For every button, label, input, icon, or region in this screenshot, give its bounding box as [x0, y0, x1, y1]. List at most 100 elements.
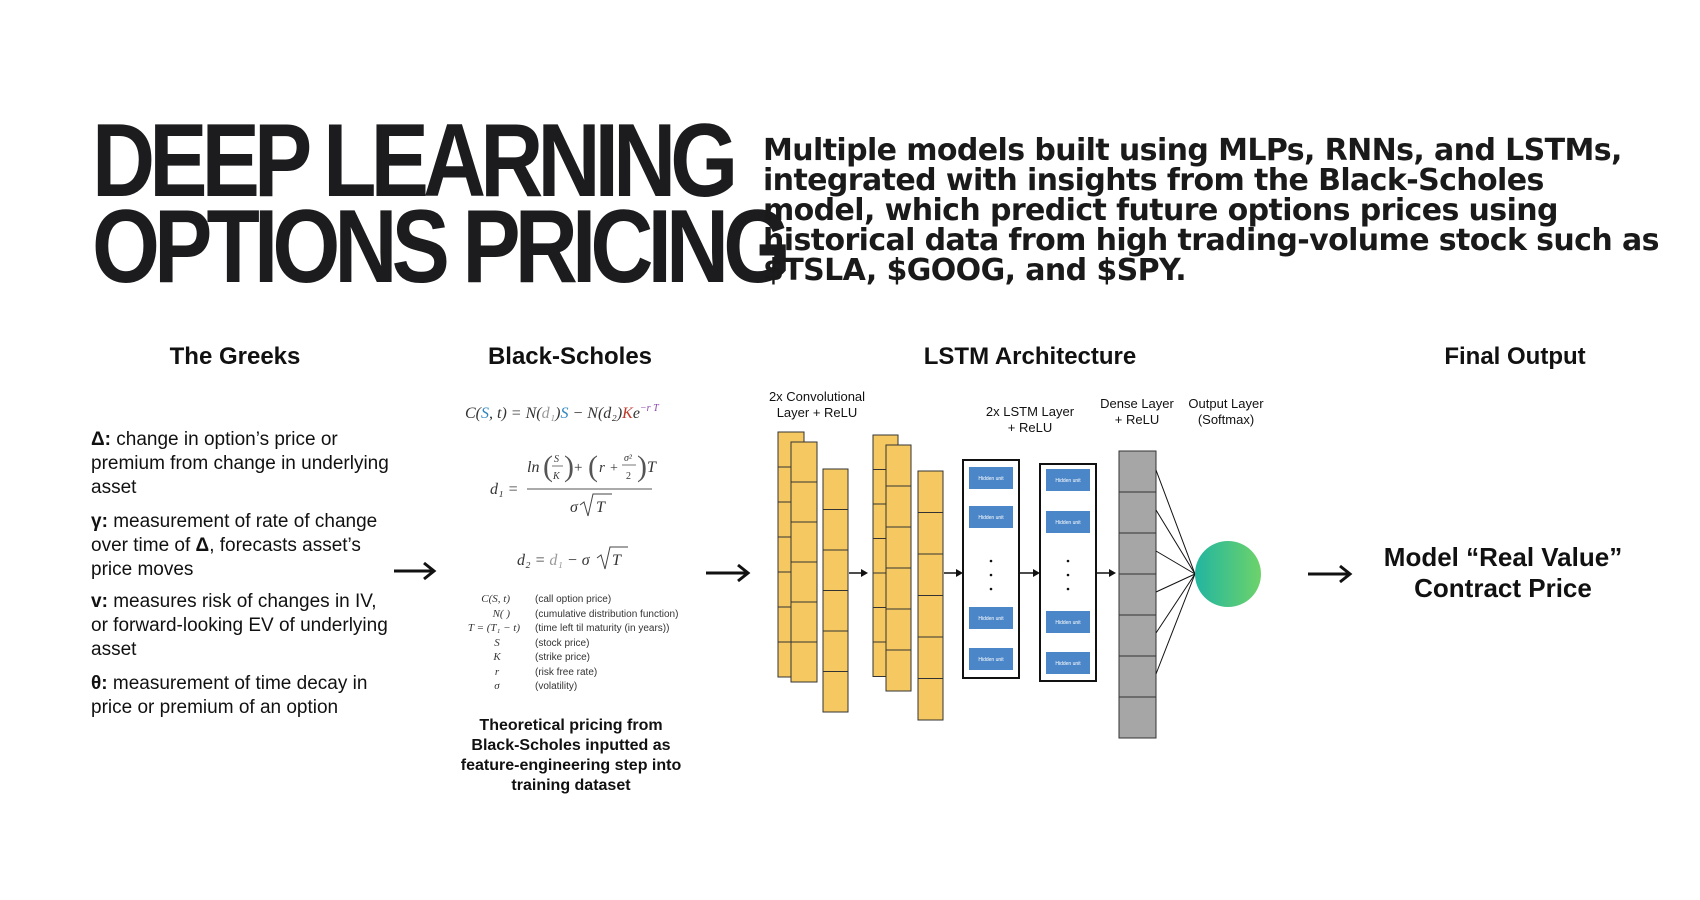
greek-gamma-inline-symbol: Δ [195, 535, 210, 556]
conv-feature-map-cell [917, 595, 944, 638]
conv-feature-map-cell [822, 468, 849, 510]
legend-desc: (cumulative distribution function) [535, 609, 678, 620]
black-scholes-formula: C(S, t) = N(d₁)S − N(d₂)Ke−r T d₁ = ln (… [465, 403, 660, 570]
hidden-unit-label: Hidden unit [978, 616, 1004, 622]
conv-feature-map-cell [917, 636, 944, 679]
svg-text:T: T [647, 459, 657, 476]
conv-feature-map-cell [822, 590, 849, 632]
svg-text:σ²: σ² [624, 453, 633, 464]
greek-vega-symbol: v: [91, 591, 108, 612]
ellipsis-dot [1066, 559, 1070, 563]
flow-arrow-head [861, 569, 868, 577]
legend-symbol: K [492, 651, 501, 663]
conv-feature-map-cell [917, 470, 944, 513]
svg-text:S: S [554, 454, 559, 465]
conv-feature-map-cell [885, 608, 912, 651]
svg-text:r: r [599, 460, 605, 476]
flow-arrow-head [1109, 569, 1116, 577]
svg-text:C(S, t) = N(d₁)S − N(d₂)Ke−r T: C(S, t) = N(d₁)S − N(d₂)Ke−r T [465, 403, 660, 422]
greek-delta: Δ: change in option’s price or premium f… [91, 428, 391, 500]
svg-text:d₂ = d₁ − σ: d₂ = d₁ − σ [517, 552, 591, 569]
conv-feature-map-cell [885, 485, 912, 528]
dense-connection [1155, 550, 1196, 575]
section-title-final-output: Final Output [1444, 343, 1586, 370]
conv-feature-map-cell [885, 567, 912, 610]
dense-connection [1155, 509, 1196, 575]
hidden-unit-label: Hidden unit [1055, 620, 1081, 626]
dense-neuron-cell [1118, 532, 1157, 575]
dense-connection [1155, 573, 1196, 634]
project-description: Multiple models built using MLPs, RNNs, … [763, 133, 1659, 288]
lstm-layer-labels: 2x Convolutional Layer + ReLU 2x LSTM Lay… [769, 389, 1264, 435]
greek-gamma-text-after: , forecasts asset’s price moves [91, 535, 361, 580]
lstm-layer-label: 2x LSTM Layer + ReLU [986, 404, 1075, 435]
hidden-unit-label: Hidden unit [1055, 520, 1081, 526]
hidden-unit-label: Hidden unit [1055, 661, 1081, 667]
greek-gamma-text: measurement of rate of change over time … [91, 511, 378, 556]
hidden-unit [969, 648, 1013, 670]
dense-neuron-cell [1118, 573, 1157, 616]
flow-arrow-head [1033, 569, 1040, 577]
ellipsis-dot [989, 559, 993, 563]
greek-gamma-symbol: γ: [91, 511, 108, 532]
conv-feature-map-cell [822, 509, 849, 551]
svg-text:(: ( [543, 450, 553, 483]
legend-desc: (strike price) [535, 652, 590, 663]
svg-text:2: 2 [626, 471, 631, 482]
output-layer-label: Output Layer (Softmax) [1188, 396, 1264, 427]
dense-neuron-cell [1118, 696, 1157, 739]
section-title-black-scholes: Black-Scholes [487, 343, 653, 370]
svg-text:d₁ =: d₁ = [490, 481, 518, 498]
section-title-greeks: The Greeks [169, 343, 301, 370]
hidden-unit [969, 607, 1013, 629]
arrow-greeks-to-bs [394, 561, 437, 581]
lstm-layer-box [962, 459, 1020, 679]
arrow-bs-to-lstm [706, 563, 751, 583]
svg-text:K: K [552, 471, 561, 482]
dense-connection [1155, 573, 1196, 675]
dense-neuron-cell [1118, 614, 1157, 657]
svg-text:+: + [574, 460, 582, 476]
conv-feature-map-cell [790, 601, 818, 643]
dense-connection [1155, 469, 1196, 575]
hidden-unit-label: Hidden unit [978, 476, 1004, 482]
greek-vega-text: measures risk of changes in IV, or forwa… [91, 591, 388, 660]
legend-desc: (time left til maturity (in years)) [535, 623, 669, 634]
conv-feature-map-cell [822, 671, 849, 713]
greek-vega: v: measures risk of changes in IV, or fo… [91, 590, 391, 662]
svg-text:+: + [610, 461, 618, 476]
legend-symbol: r [495, 666, 500, 678]
greek-theta-symbol: θ: [91, 673, 108, 694]
conv-feature-map-cell [790, 561, 818, 603]
legend-symbol: σ [494, 680, 500, 692]
dense-layer-label: Dense Layer + ReLU [1100, 396, 1174, 427]
lstm-layer-box [1039, 463, 1097, 682]
greek-delta-symbol: Δ: [91, 429, 111, 450]
conv-feature-map-cell [790, 641, 818, 683]
lstm-network: Hidden unit Hidden unit Hidden unit Hidden … [777, 431, 1261, 739]
dense-neuron-cell [1118, 450, 1157, 493]
svg-text:σ: σ [570, 499, 579, 516]
greek-delta-text: change in option’s price or premium from… [91, 429, 389, 498]
dense-neuron-cell [1118, 491, 1157, 534]
hidden-unit [1046, 511, 1090, 533]
ellipsis-dot [989, 573, 993, 577]
legend-desc: (call option price) [535, 594, 611, 605]
conv-feature-map-cell [885, 649, 912, 692]
conv-feature-map-cell [917, 678, 944, 721]
conv-feature-map-cell [917, 553, 944, 596]
black-scholes-legend: C(S, t) (call option price) N( ) (cumula… [468, 593, 679, 692]
conv-feature-map-cell [822, 549, 849, 591]
ellipsis-dot [1066, 587, 1070, 591]
greek-theta-text: measurement of time decay in price or pr… [91, 673, 368, 718]
hidden-unit [1046, 469, 1090, 491]
legend-symbol: C(S, t) [481, 593, 510, 605]
hidden-unit [969, 467, 1013, 489]
conv-feature-map-cell [917, 512, 944, 555]
conv-feature-map-cell [885, 526, 912, 569]
hidden-unit-label: Hidden unit [978, 657, 1004, 663]
conv-feature-map-cell [822, 630, 849, 672]
legend-desc: (volatility) [535, 681, 577, 692]
svg-text:(: ( [588, 450, 598, 483]
